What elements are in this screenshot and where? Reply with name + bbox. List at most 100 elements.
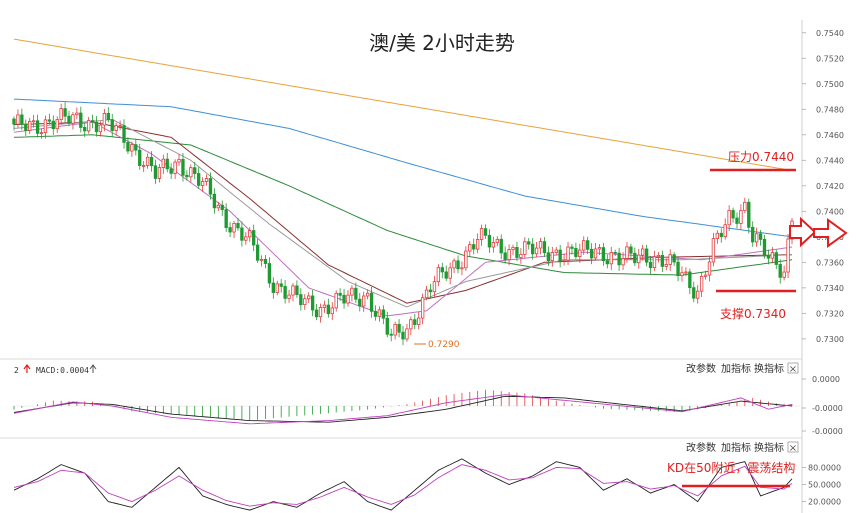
candlestick — [617, 247, 621, 271]
macd-tick-label: -0.0000 — [812, 404, 843, 413]
candlestick — [511, 244, 515, 256]
candlestick — [668, 249, 672, 271]
candlestick — [354, 282, 358, 304]
candlestick — [75, 107, 79, 120]
candlestick — [436, 264, 441, 287]
candlestick — [110, 113, 114, 137]
support-label: 支撑0.7340 — [720, 306, 786, 321]
candlestick — [122, 119, 126, 149]
switch-indicator-button[interactable]: 换指标 — [754, 441, 784, 454]
candlestick — [676, 256, 680, 282]
candlestick — [491, 236, 496, 253]
candlestick — [98, 121, 103, 137]
candlestick — [51, 115, 55, 136]
kd-annotation: KD在50附近，震荡结构 — [667, 460, 795, 475]
candlestick — [255, 238, 260, 263]
price-tick-label: 0.7320 — [816, 309, 844, 318]
candlestick — [365, 289, 370, 300]
candlestick — [530, 238, 535, 260]
candlestick — [259, 255, 264, 267]
candlestick — [601, 242, 606, 266]
candlestick — [609, 246, 613, 271]
moving-average-line — [13, 98, 793, 238]
macd-header-prefix: 2 — [14, 366, 19, 375]
candlestick — [130, 141, 134, 158]
candlestick — [35, 114, 40, 138]
close-icon[interactable]: × — [787, 441, 799, 454]
candlestick — [743, 197, 747, 214]
add-indicator-button[interactable]: 加指标 — [721, 441, 751, 454]
candlestick — [558, 244, 562, 268]
candlestick — [699, 272, 704, 298]
up-arrow-icon — [23, 364, 31, 373]
moving-average-line — [13, 134, 793, 276]
candlestick — [672, 252, 676, 266]
candlestick — [161, 154, 165, 174]
right-arrow-icon — [789, 216, 817, 248]
change-params-button[interactable]: 改参数 — [686, 441, 716, 454]
candlestick — [413, 313, 417, 330]
price-tick-label: 0.7460 — [816, 131, 844, 140]
candlestick — [283, 280, 287, 304]
candlestick — [751, 221, 755, 247]
svg-text:×: × — [789, 443, 797, 454]
candlestick — [597, 244, 602, 256]
candlestick — [204, 174, 209, 186]
candlestick — [479, 224, 484, 246]
close-icon[interactable]: × — [787, 362, 799, 375]
candlestick — [338, 288, 342, 301]
candlestick — [232, 220, 236, 239]
candlestick — [208, 172, 213, 200]
candlestick — [63, 102, 67, 123]
change-params-button[interactable]: 改参数 — [686, 362, 716, 375]
candlestick — [165, 152, 169, 173]
candlestick — [538, 237, 543, 255]
candlestick — [534, 241, 539, 258]
candlestick — [428, 283, 433, 298]
candlestick — [295, 280, 299, 298]
candlestick — [574, 242, 578, 260]
price-tick-label: 0.7500 — [816, 80, 844, 89]
add-indicator-button[interactable]: 加指标 — [721, 362, 751, 375]
macd-line — [13, 394, 793, 425]
switch-indicator-button[interactable]: 换指标 — [754, 362, 784, 375]
candlestick — [739, 204, 743, 230]
candlestick — [326, 298, 331, 318]
macd-plot — [13, 389, 800, 425]
candlestick — [641, 244, 645, 261]
candlestick — [644, 244, 649, 267]
candlestick — [153, 159, 158, 184]
candlestick — [444, 265, 448, 282]
low-marker-label: 0.7290 — [428, 340, 460, 350]
kd-line — [13, 464, 793, 507]
candlestick — [79, 106, 83, 133]
candlestick — [47, 113, 52, 125]
price-tick-label: 0.7520 — [816, 54, 844, 63]
candlestick — [762, 234, 767, 259]
candlestick — [562, 253, 566, 266]
candlestick — [684, 267, 688, 277]
candlestick — [578, 243, 582, 263]
candlestick — [267, 257, 272, 288]
candlestick — [141, 161, 146, 172]
candlestick — [758, 229, 763, 246]
candlestick — [240, 221, 244, 247]
candlestick — [523, 237, 527, 259]
candlestick — [244, 232, 248, 245]
up-arrow-icon — [89, 364, 97, 373]
candlestick — [252, 224, 256, 252]
candlestick — [189, 164, 193, 183]
candlestick — [373, 305, 378, 321]
candlestick — [90, 114, 95, 129]
candlestick — [456, 255, 460, 274]
candlestick — [377, 306, 382, 322]
macd-axis: 0.0000 -0.0000 -0.0000 — [802, 375, 843, 436]
candlestick — [692, 281, 696, 303]
candlestick — [263, 255, 268, 269]
moving-average-line — [13, 38, 793, 171]
candlestick — [637, 248, 641, 269]
candlestick — [39, 128, 44, 139]
candlestick — [633, 247, 637, 266]
price-panel: 0.7540 0.7520 0.7500 0.7480 0.7460 0.7440 0.74… — [0, 20, 848, 513]
